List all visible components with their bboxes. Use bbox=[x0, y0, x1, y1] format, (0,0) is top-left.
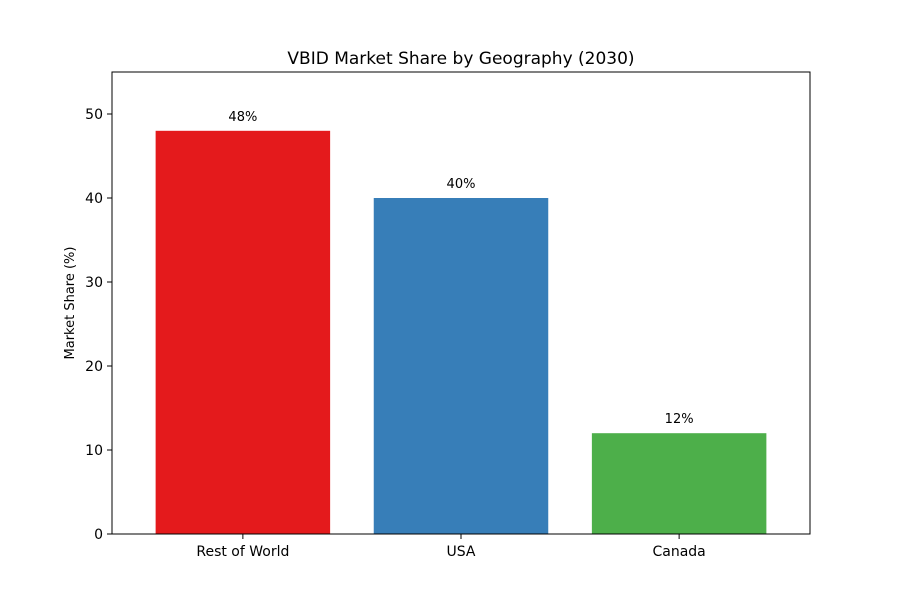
bar-rest-of-world bbox=[155, 130, 331, 535]
x-tick-label-usa: USA bbox=[447, 544, 476, 560]
y-axis-ticks: 0 10 20 30 40 50 bbox=[85, 107, 112, 543]
chart-title: VBID Market Share by Geography (2030) bbox=[287, 49, 634, 69]
y-tick-label-10: 10 bbox=[85, 443, 103, 459]
x-tick-label-canada: Canada bbox=[652, 544, 705, 560]
bar-usa bbox=[373, 198, 549, 534]
bars-group bbox=[155, 130, 767, 535]
x-tick-label-rest-of-world: Rest of World bbox=[196, 544, 289, 560]
bar-canada bbox=[591, 433, 767, 534]
data-labels-group: 48% 40% 12% bbox=[228, 110, 693, 427]
plot-area-frame bbox=[111, 71, 811, 535]
data-label-rest-of-world: 48% bbox=[228, 110, 257, 125]
y-tick-label-40: 40 bbox=[85, 191, 103, 207]
y-tick-label-30: 30 bbox=[85, 275, 103, 291]
y-tick-label-0: 0 bbox=[94, 527, 103, 543]
y-axis-label: Market Share (%) bbox=[63, 247, 78, 360]
y-tick-label-50: 50 bbox=[85, 107, 103, 123]
data-label-canada: 12% bbox=[665, 412, 694, 427]
x-axis-ticks: Rest of World USA Canada bbox=[196, 534, 706, 560]
y-tick-label-20: 20 bbox=[85, 359, 103, 375]
data-label-usa: 40% bbox=[447, 177, 476, 192]
